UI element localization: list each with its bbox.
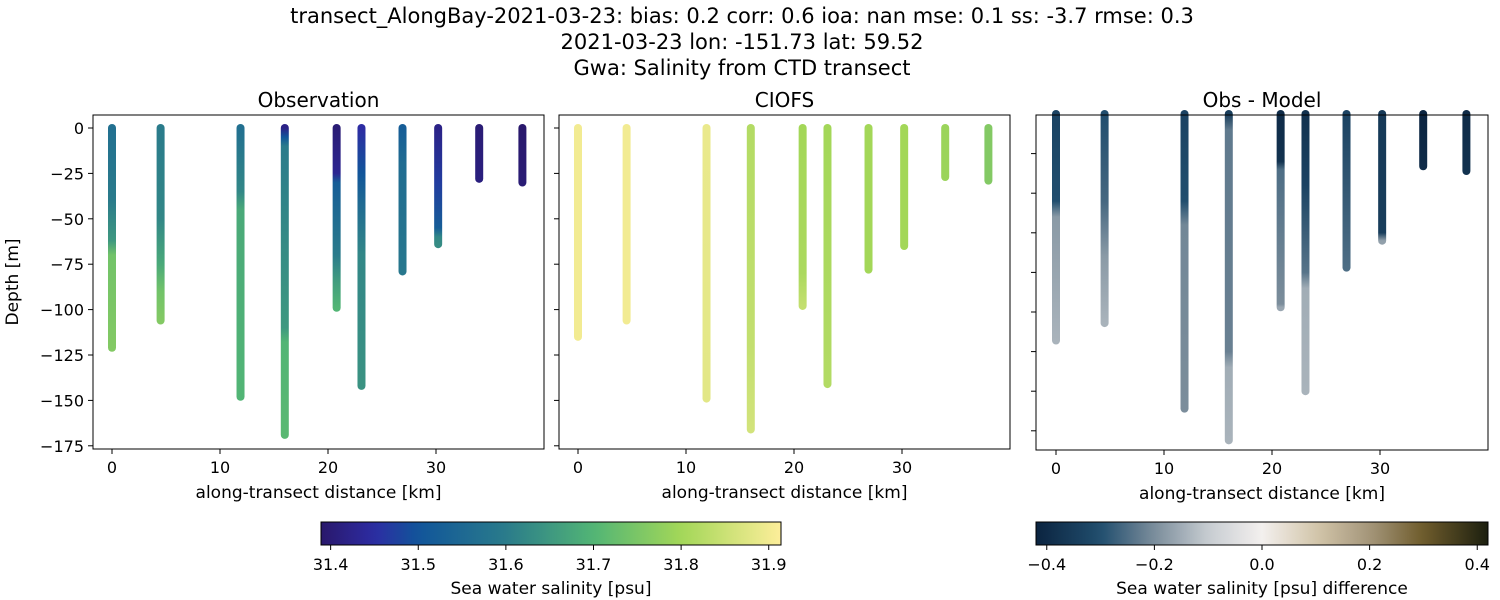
colorbar-gradient bbox=[320, 521, 782, 546]
x-tick-label: 10 bbox=[1154, 459, 1174, 478]
x-tick-label: 0 bbox=[1051, 459, 1061, 478]
axes-frame bbox=[1035, 114, 1489, 451]
panel-title: CIOFS bbox=[755, 88, 814, 112]
colorbar-tick-label: 31.5 bbox=[400, 555, 436, 574]
y-tick-label: −150 bbox=[40, 391, 84, 410]
colorbar-tick-label: 31.4 bbox=[313, 555, 349, 574]
y-tick-label: −75 bbox=[50, 255, 84, 274]
x-tick-label: 0 bbox=[573, 458, 583, 477]
y-tick-label: −100 bbox=[40, 301, 84, 320]
x-tick-label: 20 bbox=[318, 458, 338, 477]
y-axis-label: Depth [m] bbox=[3, 238, 23, 325]
y-tick-label: −50 bbox=[50, 210, 84, 229]
panel-title: Obs - Model bbox=[1203, 88, 1322, 112]
x-tick-label: 30 bbox=[1370, 459, 1390, 478]
colorbar-label: Sea water salinity [psu] bbox=[451, 579, 652, 599]
colorbar-2: −0.4 −0.2 0.0 0.2 0.4 Sea water salinity [psu… bbox=[1027, 521, 1490, 599]
x-tick-label: 0 bbox=[107, 458, 117, 477]
colorbar-gradient bbox=[1035, 521, 1489, 546]
y-tick-label: −25 bbox=[50, 164, 84, 183]
colorbar-tick-label: −0.2 bbox=[1135, 555, 1174, 574]
panel-1: Observation 0 10 20 30 along-transect distanc… bbox=[3, 88, 545, 503]
x-tick-label: 10 bbox=[210, 458, 230, 477]
axes-frame bbox=[558, 114, 1011, 450]
colorbar-tick-label: −0.4 bbox=[1027, 555, 1066, 574]
figure-title-line-3: Gwa: Salinity from CTD transect bbox=[574, 56, 911, 80]
x-tick-label: 30 bbox=[426, 458, 446, 477]
panel-3: Obs - Model 0 10 20 30 along-transect distanc… bbox=[1031, 88, 1489, 504]
x-tick-label: 20 bbox=[1262, 459, 1282, 478]
colorbar-tick-label: 31.6 bbox=[488, 555, 524, 574]
colorbar-tick-label: 31.8 bbox=[663, 555, 699, 574]
colorbar-tick-label: 0.2 bbox=[1357, 555, 1382, 574]
y-tick-label: 0 bbox=[74, 119, 84, 138]
panel-title: Observation bbox=[258, 88, 380, 112]
y-tick-label: −175 bbox=[40, 437, 84, 456]
panel-2: CIOFS 0 10 20 30 along-transect distance [km] bbox=[554, 88, 1011, 503]
colorbar-tick-label: 0.4 bbox=[1465, 555, 1490, 574]
colorbar-tick-label: 0.0 bbox=[1249, 555, 1274, 574]
x-axis-label: along-transect distance [km] bbox=[196, 483, 442, 503]
y-tick-label: −125 bbox=[40, 346, 84, 365]
colorbar-tick-label: 31.9 bbox=[751, 555, 787, 574]
x-axis-label: along-transect distance [km] bbox=[662, 483, 908, 503]
x-tick-label: 10 bbox=[676, 458, 696, 477]
x-axis-label: along-transect distance [km] bbox=[1139, 484, 1385, 504]
x-tick-label: 30 bbox=[892, 458, 912, 477]
figure-title-line-2: 2021-03-23 lon: -151.73 lat: 59.52 bbox=[561, 30, 924, 54]
colorbar-label: Sea water salinity [psu] difference bbox=[1116, 579, 1408, 599]
colorbar-1: 31.4 31.5 31.6 31.7 31.8 31.9 Sea water salini… bbox=[313, 521, 787, 599]
axes-frame bbox=[92, 114, 545, 450]
figure-title-line-1: transect_AlongBay-2021-03-23: bias: 0.2 … bbox=[290, 4, 1194, 29]
colorbar-tick-label: 31.7 bbox=[576, 555, 612, 574]
x-tick-label: 20 bbox=[784, 458, 804, 477]
